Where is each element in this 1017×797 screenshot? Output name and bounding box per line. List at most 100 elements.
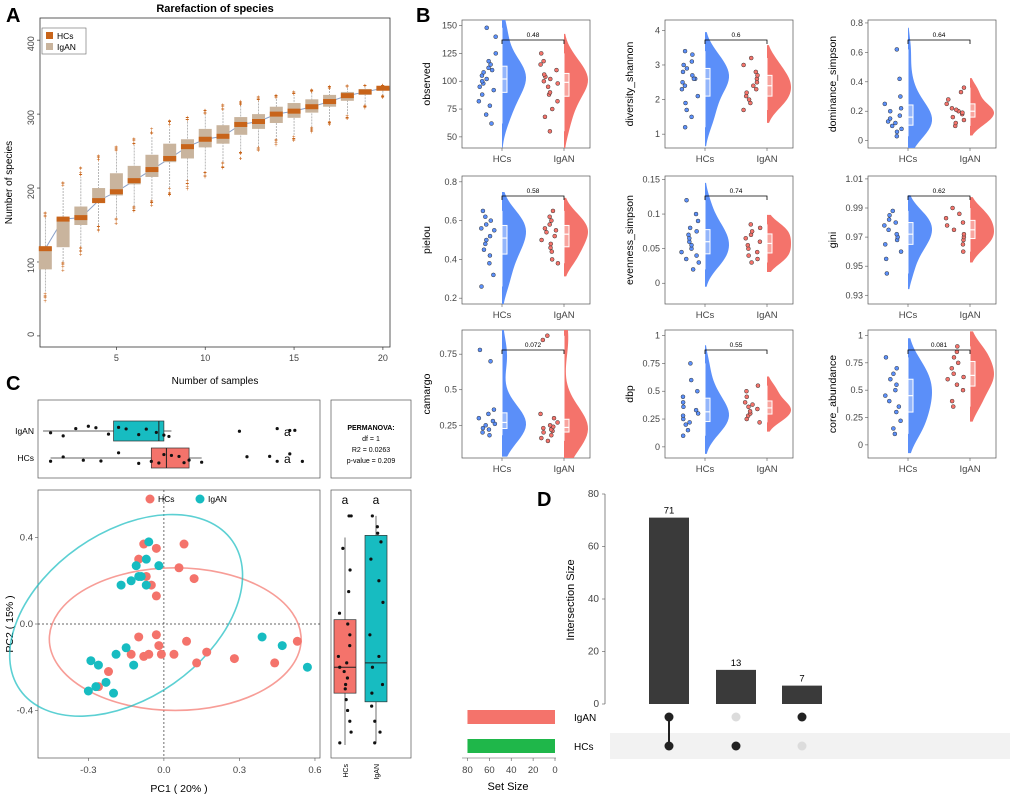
top-box-letter: a: [284, 425, 291, 439]
box-b: [700, 398, 710, 421]
x-tick-label-b: HCs: [493, 464, 512, 475]
p-value-label: 0.64: [933, 32, 946, 39]
top-box-point: [117, 426, 120, 429]
x-tick-label-a: 20: [378, 353, 388, 363]
box-b: [559, 419, 569, 432]
right-box-point: [368, 633, 371, 636]
data-point-b: [945, 223, 949, 227]
y-tick-label-d: 80: [588, 489, 600, 500]
top-box-point: [170, 454, 173, 457]
figure-canvas: A Rarefaction of species0100200300400510…: [0, 0, 1017, 797]
data-point-b: [478, 348, 482, 352]
data-point-b: [754, 87, 758, 91]
outlier-mark-a: +: [97, 228, 101, 234]
y-axis-label-d: Intersection Size: [565, 559, 577, 640]
sample-point-igan: [278, 641, 287, 650]
box-b: [559, 225, 569, 246]
data-point-b: [556, 261, 560, 265]
data-point-b: [553, 234, 557, 238]
matrix-dot: [798, 742, 807, 751]
sample-point-igan: [154, 561, 163, 570]
sample-point-hcs: [152, 630, 161, 639]
data-point-b: [895, 232, 899, 236]
set-size-axis-label: Set Size: [488, 781, 529, 793]
panel-c: C -0.40.00.4-0.30.00.30.6PC1 ( 20% )PC2 …: [0, 373, 411, 795]
panel-d: D 020406080Intersection Size71137IgANHCs…: [462, 489, 1010, 793]
outlier-mark-a: +: [168, 120, 172, 126]
data-point-b: [891, 426, 895, 430]
median-bar-a: [128, 178, 141, 183]
right-box-point: [377, 579, 380, 582]
right-box-rect: [365, 535, 387, 701]
y-tick-label-b: 0.2: [444, 293, 457, 303]
p-value-label: 0.081: [931, 342, 948, 349]
set-size-tick-label: 20: [528, 765, 539, 776]
data-point-b: [951, 405, 955, 409]
data-point-b: [550, 107, 554, 111]
data-point-b: [681, 70, 685, 74]
outlier-mark-a: +: [328, 86, 332, 92]
data-point-b: [944, 216, 948, 220]
median-bar-a: [39, 246, 52, 251]
data-point-b: [962, 375, 966, 379]
outlier-mark-a: +: [132, 137, 136, 143]
y-tick-label-b: 3: [655, 60, 660, 70]
sample-point-hcs: [104, 667, 113, 676]
x-tick-label-b: IgAN: [553, 464, 574, 475]
p-value-label: 0.62: [933, 188, 946, 195]
intersection-count-label: 7: [799, 674, 804, 685]
data-point-b: [548, 423, 552, 427]
right-box-point: [348, 644, 351, 647]
top-box-point: [62, 455, 65, 458]
top-box-point: [62, 434, 65, 437]
right-box-point: [338, 666, 341, 669]
data-point-b: [946, 377, 950, 381]
outlier-mark-a: +: [274, 95, 278, 101]
top-box-point: [49, 460, 52, 463]
data-point-b: [484, 113, 488, 117]
right-box-point: [346, 709, 349, 712]
sample-point-hcs: [230, 654, 239, 663]
y-tick-label-b: 0.93: [845, 290, 863, 300]
right-box-letter: a: [342, 493, 349, 507]
data-point-b: [488, 254, 492, 258]
box-b: [965, 361, 975, 386]
sample-point-hcs: [202, 648, 211, 657]
data-point-b: [695, 229, 699, 233]
data-point-b: [550, 250, 554, 254]
y-tick-label-b: 1: [655, 129, 660, 139]
intersection-bar: [716, 670, 756, 704]
y-tick-label-b: 0.6: [444, 216, 457, 226]
data-point-b: [893, 121, 897, 125]
sample-point-igan: [84, 687, 93, 696]
sample-point-igan: [127, 576, 136, 585]
outlier-mark-a: +: [168, 191, 172, 197]
data-point-b: [479, 226, 483, 230]
data-point-b: [960, 111, 964, 115]
data-point-b: [745, 91, 749, 95]
data-point-b: [555, 99, 559, 103]
right-box-point: [348, 633, 351, 636]
data-point-b: [690, 60, 694, 64]
outlier-mark-a: +: [185, 118, 189, 124]
outlier-mark-a: +: [203, 109, 207, 115]
right-box-point: [381, 683, 384, 686]
data-point-b: [950, 106, 954, 110]
panel-a: A Rarefaction of species0100200300400510…: [4, 3, 390, 387]
box-b: [903, 105, 913, 125]
data-point-b: [488, 104, 492, 108]
data-point-b: [488, 234, 492, 238]
permanova-line: df = 1: [362, 436, 380, 443]
right-box-point: [373, 720, 376, 723]
median-bar-a: [181, 144, 194, 149]
data-point-b: [898, 95, 902, 99]
x-tick-label-a: 10: [200, 353, 210, 363]
data-point-b: [748, 409, 752, 413]
data-point-b: [543, 115, 547, 119]
x-tick-label-b: HCs: [696, 464, 715, 475]
data-point-b: [749, 56, 753, 60]
set-size-tick-label: 0: [552, 765, 557, 776]
y-tick-label-b: 0.25: [439, 420, 457, 430]
data-point-b: [556, 81, 560, 85]
data-point-b: [898, 77, 902, 81]
